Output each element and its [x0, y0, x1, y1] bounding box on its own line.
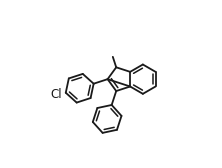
Text: Cl: Cl: [50, 88, 61, 101]
